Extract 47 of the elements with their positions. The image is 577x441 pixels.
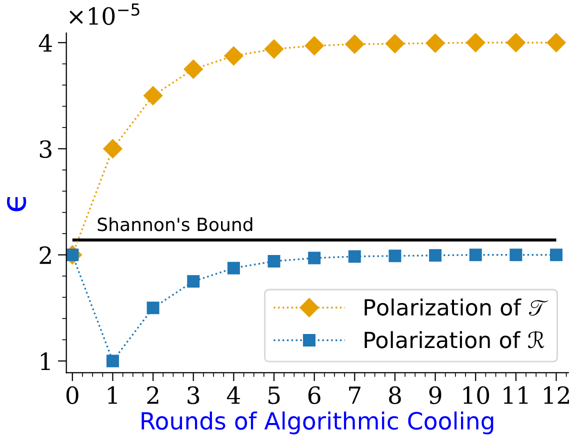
- point: [506, 33, 526, 52]
- point: [106, 354, 119, 368]
- x-tick-label: 11: [504, 386, 528, 404]
- x-tick-label: 5: [268, 386, 280, 404]
- point: [426, 34, 445, 53]
- x-tick-label: 10: [463, 386, 490, 404]
- point: [304, 36, 324, 56]
- point: [184, 60, 203, 79]
- point: [144, 86, 163, 106]
- ref-line-label: Shannon's Bound: [98, 217, 252, 232]
- point: [264, 39, 284, 59]
- x-tick-label: 4: [226, 386, 240, 404]
- point: [146, 302, 160, 314]
- legend-label: Polarization of 𝒯: [364, 298, 548, 316]
- legend-label: Polarization of ℛ: [364, 330, 544, 348]
- y-tick-label: 1: [41, 352, 50, 370]
- x-tick-label: 8: [389, 386, 401, 404]
- point: [510, 248, 522, 262]
- y-axis-title: ϵ: [6, 197, 26, 212]
- x-tick-label: 1: [108, 386, 117, 404]
- x-axis-title: Rounds of Algorithmic Cooling: [142, 411, 494, 434]
- x-tick-label: 2: [147, 386, 158, 404]
- x-tick-label: 12: [544, 386, 569, 404]
- point: [345, 34, 364, 54]
- point: [466, 33, 486, 52]
- text: ×10$^{−5}$: [70, 4, 140, 25]
- y-tick-label: 3: [40, 140, 52, 158]
- x-tick-label: 7: [349, 386, 360, 404]
- point: [429, 249, 442, 262]
- x-tick-label: 3: [188, 386, 200, 404]
- x-tick-label: 9: [429, 386, 442, 404]
- point: [187, 275, 200, 288]
- point: [385, 34, 404, 54]
- point: [388, 250, 402, 262]
- y-tick-label: 2: [40, 246, 51, 264]
- y-tick-label: 4: [38, 34, 52, 52]
- point: [227, 262, 240, 274]
- x-tick-label: 0: [66, 386, 78, 404]
- point: [224, 46, 244, 66]
- point: [308, 252, 321, 264]
- point: [268, 254, 280, 268]
- point: [550, 248, 562, 262]
- point: [348, 250, 361, 263]
- point: [546, 33, 566, 52]
- point: [469, 248, 482, 262]
- x-tick-label: 6: [308, 386, 320, 404]
- point: [103, 139, 122, 158]
